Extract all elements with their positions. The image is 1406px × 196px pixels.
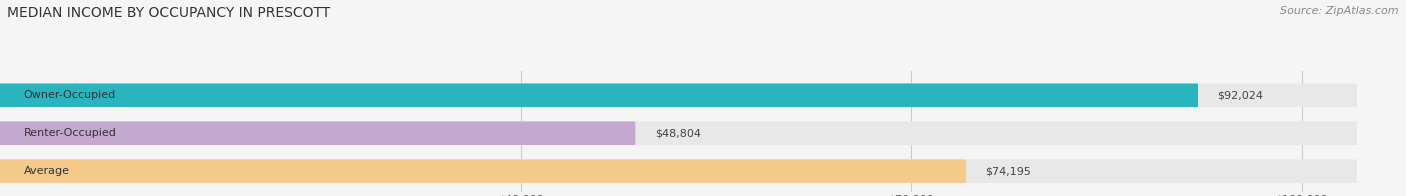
FancyBboxPatch shape [0,159,1357,183]
FancyBboxPatch shape [0,83,1357,107]
Text: Average: Average [24,166,69,176]
Text: $74,195: $74,195 [986,166,1032,176]
FancyBboxPatch shape [0,122,636,145]
Text: Renter-Occupied: Renter-Occupied [24,128,117,138]
FancyBboxPatch shape [0,83,1198,107]
Text: MEDIAN INCOME BY OCCUPANCY IN PRESCOTT: MEDIAN INCOME BY OCCUPANCY IN PRESCOTT [7,6,330,20]
Text: $48,804: $48,804 [655,128,700,138]
FancyBboxPatch shape [0,122,1357,145]
Text: Owner-Occupied: Owner-Occupied [24,90,115,100]
Text: Source: ZipAtlas.com: Source: ZipAtlas.com [1281,6,1399,16]
Text: $92,024: $92,024 [1218,90,1264,100]
FancyBboxPatch shape [0,159,966,183]
